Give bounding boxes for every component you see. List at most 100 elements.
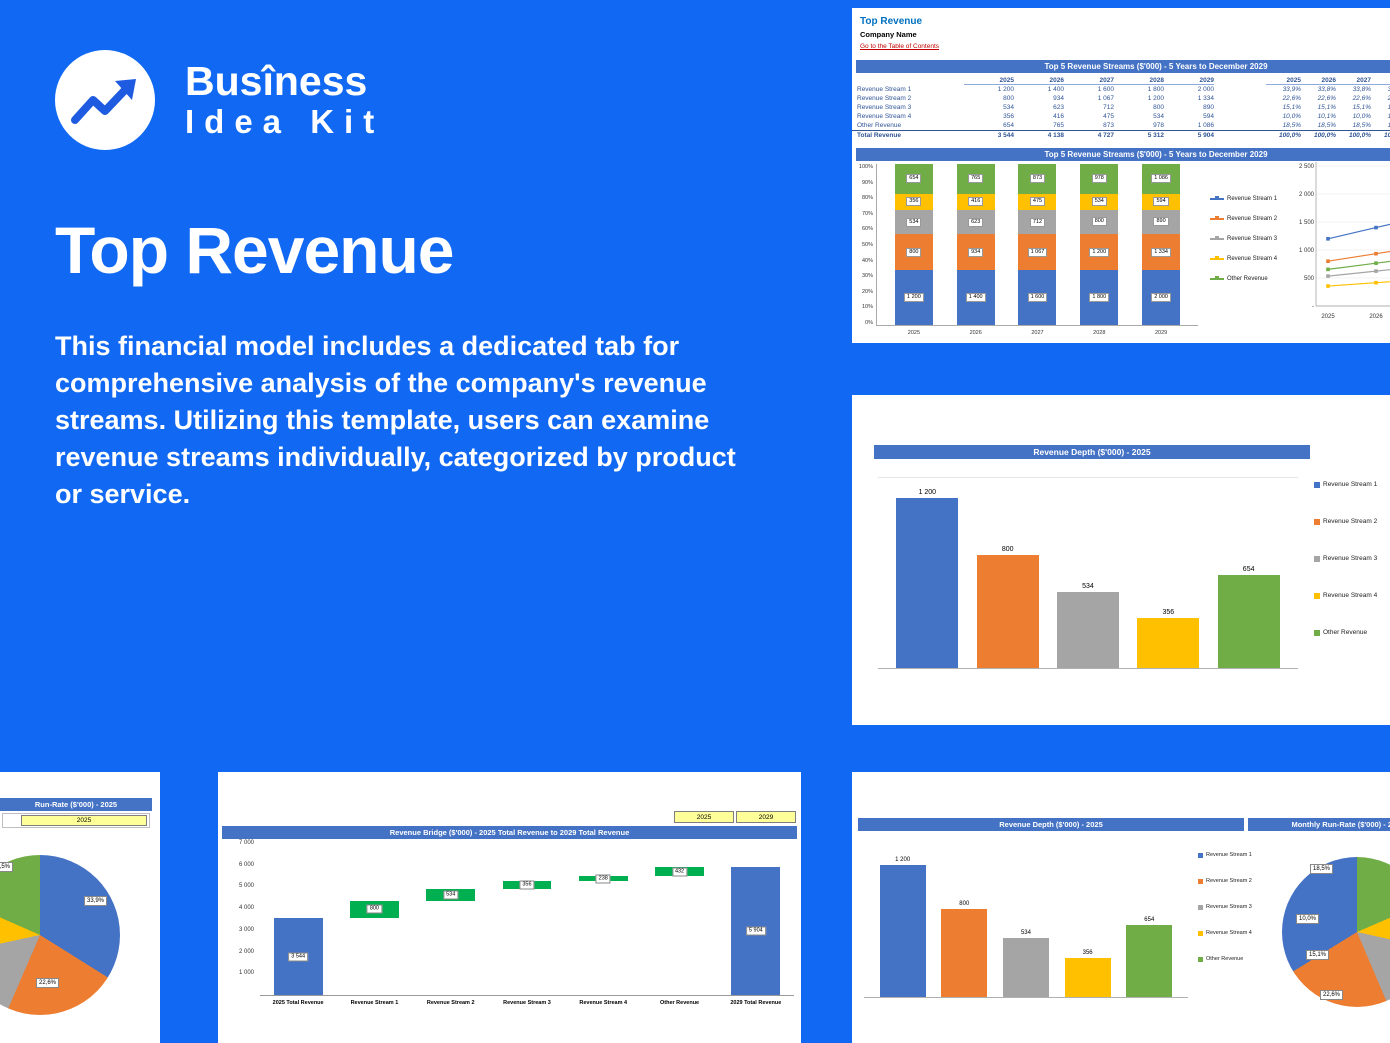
legend-item: Other Revenue <box>1210 276 1277 282</box>
y-axis-label: 4 000 <box>238 905 254 912</box>
value-cell: 800 <box>1003 95 1014 102</box>
row-label: Revenue Stream 3 <box>857 104 912 111</box>
y-axis-label: 90% <box>861 179 873 186</box>
bar-column: 800 <box>941 901 988 997</box>
row-label: Revenue Stream 2 <box>857 95 912 102</box>
bar-segment: 594 <box>1142 193 1181 210</box>
bar-segment: 1 200 <box>894 270 933 325</box>
x-axis-label: 2026 <box>1369 314 1383 320</box>
bar-column: 1 200 <box>896 489 959 668</box>
value-cell: 1 086 <box>1197 122 1214 129</box>
brand-header: Busîness Idea Kit <box>55 50 384 150</box>
brand-name-line1: Busîness <box>185 58 368 104</box>
x-axis-label: Revenue Stream 1 <box>350 1000 399 1006</box>
y-axis-label: 70% <box>861 210 873 217</box>
x-axis-label: Other Revenue <box>659 1000 700 1006</box>
bar-column: 356 <box>1137 609 1200 668</box>
bar <box>1137 617 1200 668</box>
waterfall-slot: 534 <box>413 844 489 995</box>
bar <box>976 554 1039 668</box>
brand-name-line2: Idea Kit <box>185 103 385 140</box>
stacked-bar: 654 356 534 800 1 200 <box>894 164 933 325</box>
pct-cell: 22,6% <box>1371 95 1390 102</box>
segment-label: 1 400 <box>965 293 986 303</box>
segment-label: 890 <box>1153 217 1169 227</box>
pct-cell: 10,0% <box>1352 113 1371 120</box>
legend-swatch <box>1314 629 1320 636</box>
x-axis-label: 2029 Total Revenue <box>730 1000 782 1006</box>
bar-segment: 416 <box>956 193 995 210</box>
bar-value-label: 534 <box>1082 583 1094 591</box>
segment-label: 1 334 <box>1151 247 1171 257</box>
value-cell: 2 000 <box>1197 86 1214 93</box>
runrate-panel: Run-Rate ($'000) - 2025 2025 33,9% 22,6% 1… <box>0 772 160 1043</box>
y-axis-label: 100% <box>858 164 873 170</box>
stacked-bar: 873 475 712 1 067 1 600 <box>1018 164 1057 325</box>
line-series <box>1327 223 1390 240</box>
line-series <box>1327 269 1390 277</box>
legend-swatch <box>1198 904 1203 910</box>
data-marker <box>1374 280 1378 285</box>
year-header: 2025 <box>964 77 1014 85</box>
segment-label: 1 200 <box>1089 247 1110 257</box>
line-series <box>1327 250 1390 262</box>
legend-label: Other Revenue <box>1227 276 1268 282</box>
value-cell: 1 400 <box>1047 86 1064 93</box>
depth-chart-legend: Revenue Stream 1 Revenue Stream 2 Revenue … <box>1314 481 1377 666</box>
data-marker <box>1326 237 1330 241</box>
x-axis-label: 2025 Total Revenue <box>272 1000 324 1006</box>
bar-column: 534 <box>1056 583 1119 668</box>
bar-segment: 623 <box>956 209 995 235</box>
bar-value-label: 800 <box>366 904 382 914</box>
value-cell: 3 544 <box>997 131 1014 139</box>
y-axis-label: 0% <box>865 319 873 326</box>
brand-logo <box>55 50 155 150</box>
bridge-panel: 2025 2029 Revenue Bridge ($'000) - 2025 … <box>218 772 801 1043</box>
bridge-year-selectors: 2025 2029 <box>674 811 796 823</box>
legend-swatch <box>1314 592 1320 599</box>
value-cell: 1 200 <box>997 86 1014 93</box>
legend-label: Revenue Stream 4 <box>1227 256 1278 262</box>
bar-segment: 800 <box>894 234 933 271</box>
segment-label: 356 <box>906 197 922 207</box>
legend-item: Revenue Stream 3 <box>1198 904 1252 910</box>
year-cell[interactable]: 2025 <box>21 815 147 826</box>
value-cell: 4 138 <box>1047 131 1064 139</box>
value-cell: 416 <box>1053 113 1064 120</box>
value-cell: 1 600 <box>1097 86 1114 93</box>
bar-segment: 1 400 <box>956 270 995 325</box>
pct-cell: 33,9% <box>1371 86 1390 93</box>
runrate-title: Run-Rate ($'000) - 2025 <box>0 798 152 811</box>
legend-swatch <box>1198 930 1203 936</box>
value-cell: 534 <box>1003 104 1014 111</box>
bar-segment: 1 800 <box>1080 270 1119 325</box>
legend-item: Revenue Stream 3 <box>1314 555 1377 562</box>
pct-cell: 100,0% <box>1313 131 1336 139</box>
plot-area: 654 356 534 800 1 200 2025 765 416 623 934 1 400 20… <box>876 164 1198 336</box>
pct-cell: 10,0% <box>1282 113 1301 120</box>
legend-label: Revenue Stream 3 <box>1323 555 1378 562</box>
legend-marker <box>1210 216 1224 221</box>
bridge-year-from[interactable]: 2025 <box>674 811 734 823</box>
brand-name: Busîness Idea Kit <box>185 59 384 141</box>
x-axis-label: 2029 <box>1154 330 1168 336</box>
table-row: Revenue Stream 1 1 200 1 400 1 600 1 800 2 00… <box>852 85 1390 94</box>
toc-link[interactable]: Go to the Table of Contents <box>860 43 940 50</box>
segment-label: 2 000 <box>1151 293 1171 303</box>
waterfall-slot: 800 <box>336 844 412 995</box>
x-axis-label: 2026 <box>969 330 982 336</box>
segment-label: 934 <box>968 247 984 257</box>
bar-segment: 654 <box>894 164 933 194</box>
pct-year-header: 2025 <box>1266 77 1301 85</box>
y-axis-label: 6 000 <box>238 861 254 868</box>
chart-title-bar: Top 5 Revenue Streams ($'000) - 5 Years … <box>856 148 1390 161</box>
bar <box>1056 592 1119 668</box>
table-row: Revenue Stream 4 356 416 475 534 594 10,0% 10,1… <box>852 112 1390 121</box>
bar-column: 356 <box>1064 950 1111 997</box>
segment-label: 1 600 <box>1027 293 1048 303</box>
pct-cell: 18,4% <box>1371 122 1390 129</box>
y-axis-label: 500 <box>1304 276 1315 282</box>
pct-cell: 22,6% <box>1317 95 1336 102</box>
row-label: Revenue Stream 4 <box>857 113 912 120</box>
bridge-year-to[interactable]: 2029 <box>736 811 796 823</box>
